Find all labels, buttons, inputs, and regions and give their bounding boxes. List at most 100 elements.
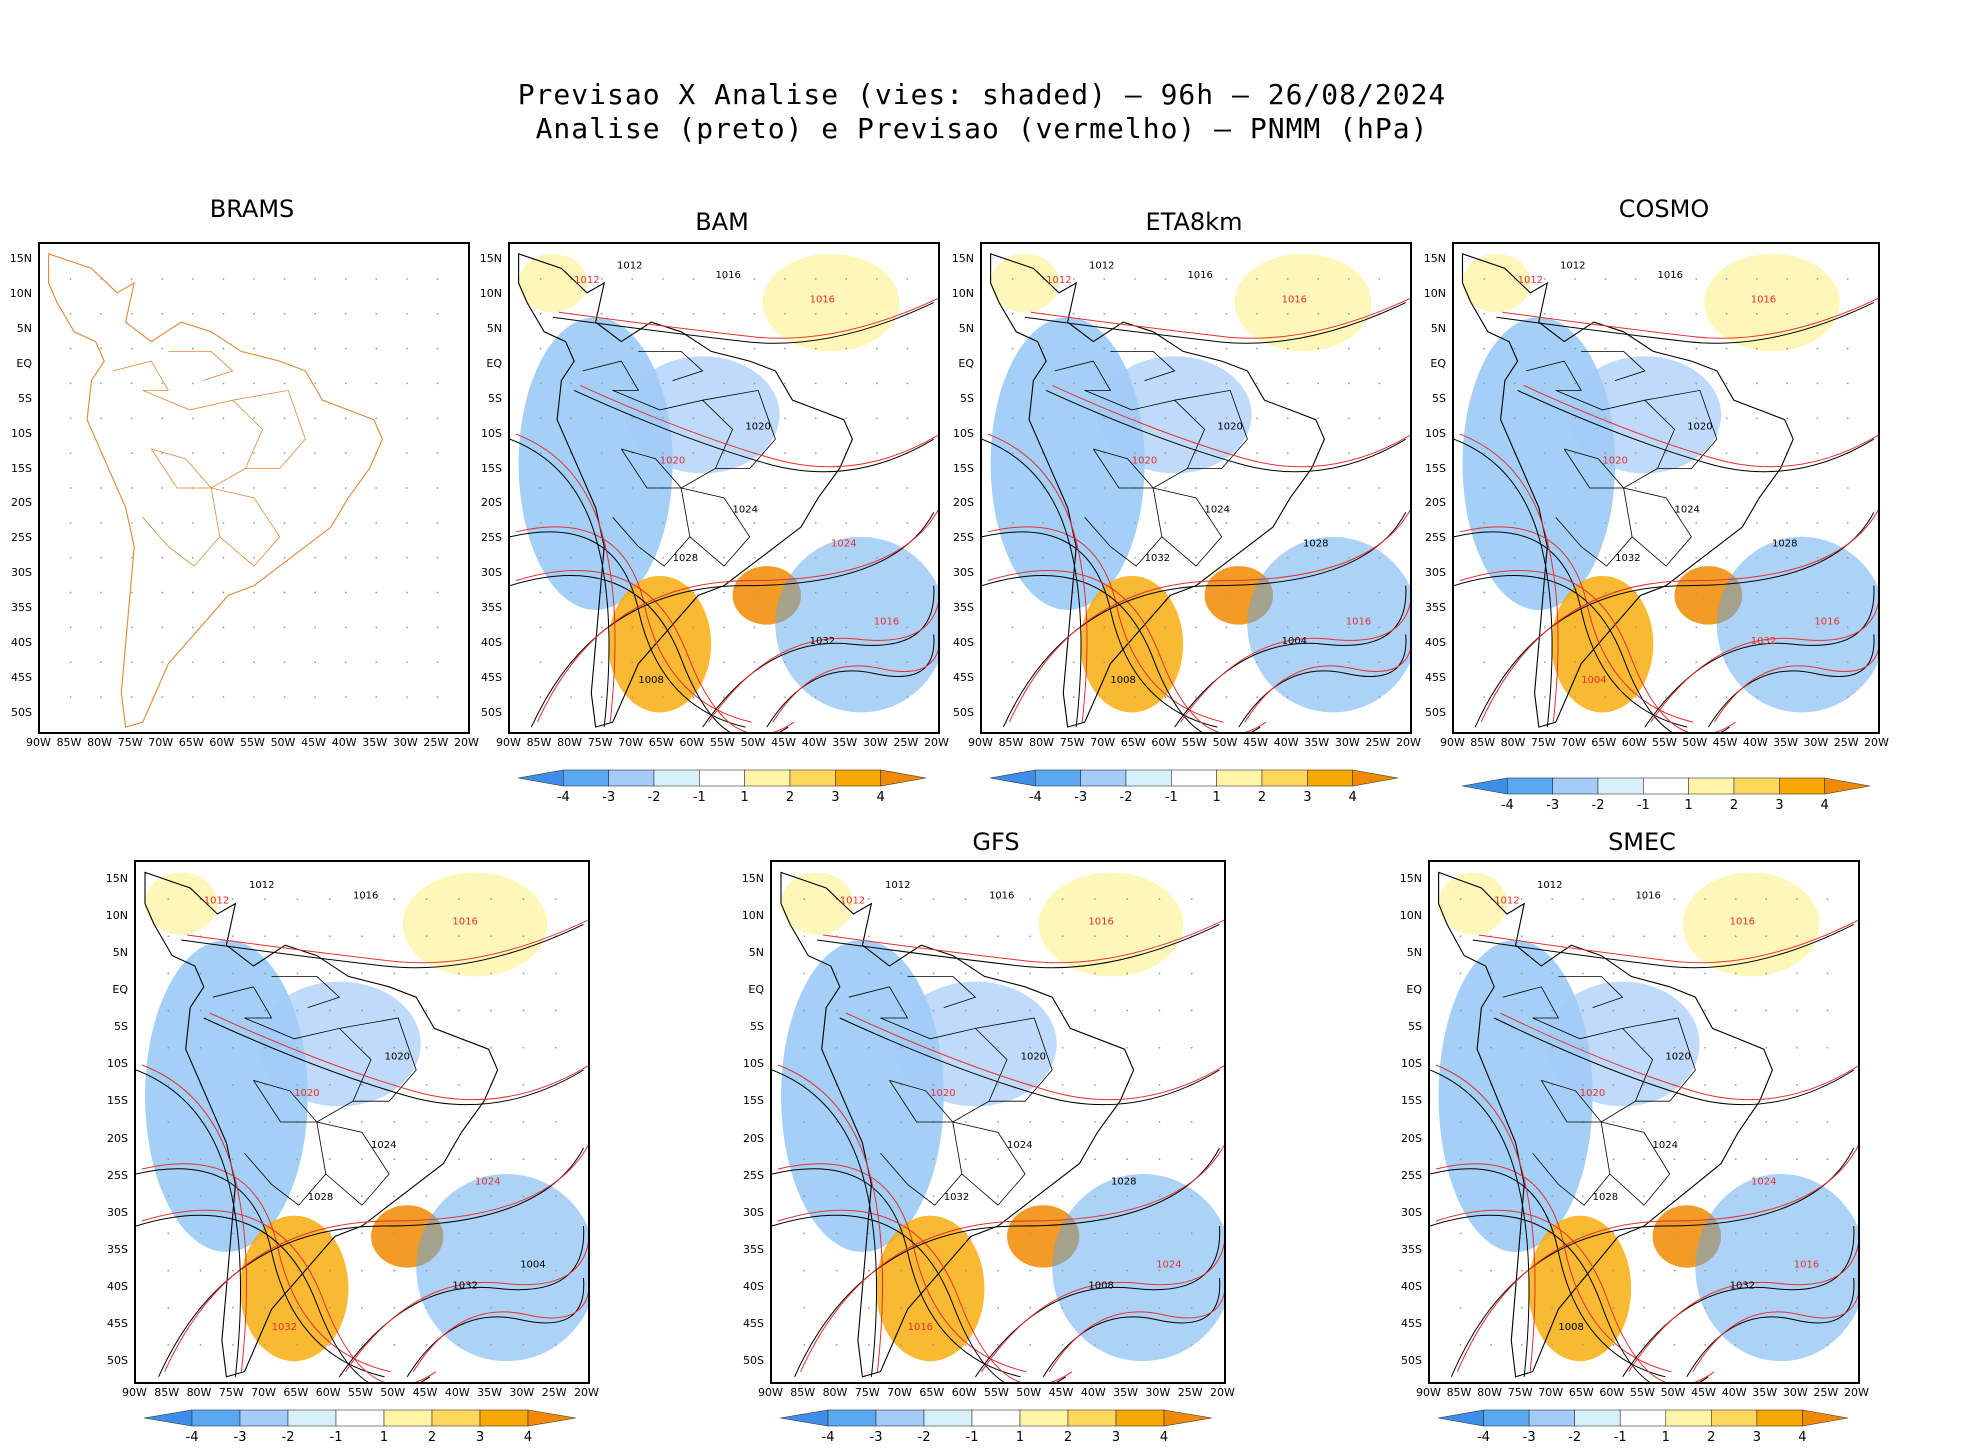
- lon-tick-label: 70W: [1090, 736, 1116, 749]
- isobar-label-forecast: 1016: [874, 617, 899, 628]
- colorbar-swatch: [431, 1409, 481, 1427]
- lat-tick-label: 20S: [953, 496, 974, 510]
- isobar-label-forecast: 1012: [840, 896, 865, 907]
- lon-tick-label: 60W: [1599, 1386, 1625, 1399]
- colorbar-tick-label: -1: [1613, 1430, 1627, 1445]
- colorbar-triangle-high: [1802, 1409, 1848, 1427]
- lon-tick-label: 45W: [1691, 1386, 1717, 1399]
- colorbar-swatch: [1507, 777, 1553, 795]
- colorbar-tick-label: 2: [427, 1430, 437, 1445]
- colorbar-labels: -4 -3 -2 -1 1 2 3 4: [780, 1430, 1212, 1448]
- colorbar-tick-label: -4: [1500, 798, 1514, 813]
- lat-tick-label: 50S: [107, 1354, 128, 1368]
- lat-tick-label: 20S: [11, 496, 32, 510]
- colorbar-swatch: [1665, 1409, 1712, 1427]
- colorbar-triangle-low: [990, 769, 1036, 787]
- lon-tick-label: 50W: [1682, 736, 1708, 749]
- lon-tick-label: 60W: [315, 1386, 341, 1399]
- lon-tick-label: 70W: [251, 1386, 277, 1399]
- colorbar-labels: -4 -3 -2 -1 1 2 3 4: [1438, 1430, 1848, 1448]
- isobar-label-forecast: 1004: [1581, 675, 1606, 686]
- lat-tick-label: 15S: [743, 1094, 764, 1108]
- isobar-analysis: [158, 1147, 584, 1378]
- country-border: [1526, 360, 1582, 391]
- colorbar-swatch: [1125, 769, 1172, 787]
- bias-negative-pacific: [518, 317, 673, 610]
- isobar-label-forecast: 1016: [1282, 295, 1307, 306]
- bias-negative-pacific: [1438, 940, 1593, 1252]
- lat-tick-label: 30S: [1425, 566, 1446, 580]
- bias-negative-pacific: [1462, 317, 1616, 610]
- bias-positive-caribbean: [1438, 872, 1508, 935]
- lat-tick-label: 15N: [479, 252, 502, 266]
- map-brams: [48, 253, 439, 728]
- country-border: [168, 351, 234, 381]
- lon-tick-label: 65W: [178, 736, 204, 749]
- colorbar-swatch: [744, 769, 791, 787]
- lat-tick-label: 10N: [105, 908, 128, 922]
- isobar-forecast: [515, 526, 752, 723]
- isobar-forecast: [823, 919, 1224, 964]
- colorbar-swatch: [563, 769, 609, 787]
- isobar-analysis: [510, 438, 610, 728]
- lat-tick-label: 10S: [11, 426, 32, 440]
- lat-tick-label: 10N: [1423, 287, 1446, 301]
- isobar-analysis: [772, 1069, 877, 1377]
- coastline: [780, 871, 1135, 1378]
- lat-tick-label: 50S: [1425, 705, 1446, 719]
- lon-tick-label: 25W: [1833, 736, 1859, 749]
- colorbar-triangle-high: [527, 1409, 576, 1427]
- isobar-label-analysis: 1024: [733, 504, 758, 515]
- isobar-forecast: [1459, 570, 1736, 732]
- lon-tick-label: 55W: [984, 1386, 1009, 1399]
- lat-tick-label: 10N: [741, 908, 764, 922]
- panel-title-brams: BRAMS: [209, 195, 295, 223]
- isobar-analysis: [817, 923, 1220, 969]
- colorbar-labels: -4 -3 -2 -1 1 2 3 4: [144, 1430, 576, 1448]
- lat-tick-label: 10S: [1425, 426, 1446, 440]
- lat-tick-label: 15S: [11, 461, 32, 475]
- lon-tick-label: 40W: [1273, 736, 1299, 749]
- lat-tick-label: 20S: [743, 1131, 764, 1145]
- isobar-analysis: [1686, 1277, 1855, 1378]
- lat-tick-label: 30S: [953, 566, 974, 580]
- colorbar-swatch: [971, 1409, 1021, 1427]
- grid-dots: [1459, 898, 1829, 1346]
- lon-tick-label: 40W: [1742, 736, 1768, 749]
- lat-tick-label: 5N: [112, 945, 128, 959]
- colorbar-tick-label: 3: [1303, 790, 1312, 805]
- isobar-forecast: [187, 919, 588, 964]
- lon-tick-label: 90W: [1440, 736, 1465, 749]
- colorbar-swatch: [1019, 1409, 1069, 1427]
- colorbar-tick-label: 1: [1015, 1430, 1025, 1445]
- colorbar-swatch: [923, 1409, 973, 1427]
- lat-tick-label: 10N: [479, 287, 502, 301]
- bias-negative-amazon: [1545, 981, 1700, 1107]
- lon-tick-label: 45W: [301, 736, 327, 749]
- lon-tick-label: 30W: [862, 736, 888, 749]
- colorbar-swatch: [383, 1409, 433, 1427]
- colorbar-tick-label: -3: [1546, 798, 1560, 813]
- lat-tick-label: 25S: [107, 1168, 128, 1182]
- isobar-forecast: [1456, 1145, 1858, 1372]
- lat-tick-label: 40S: [11, 635, 32, 649]
- colorbar-triangle-low: [780, 1409, 829, 1427]
- isobar-analysis: [772, 1168, 1021, 1378]
- bias-negative-pacific: [990, 317, 1145, 610]
- isobar-label-analysis: 1016: [1658, 270, 1683, 281]
- latitude-axis: 15N 10N 5N EQ 5S 10S 15S 20S 25S 30S 35S 40S 45S 50S: [946, 242, 976, 730]
- country-border: [1084, 390, 1206, 489]
- isobar-forecast: [800, 1144, 1224, 1373]
- isobar-label-analysis: 1028: [1772, 539, 1797, 550]
- colorbar-swatch: [287, 1409, 337, 1427]
- lon-tick-label: 25W: [423, 736, 449, 749]
- isobar-label-analysis: 1004: [1282, 636, 1307, 647]
- bias-negative-atlantic: [1052, 1174, 1224, 1362]
- lat-tick-label: 10S: [743, 1057, 764, 1071]
- isobar-label-analysis: 1012: [617, 260, 642, 271]
- isobar-forecast: [1459, 526, 1694, 723]
- colorbar-tick-label: -4: [1477, 1430, 1491, 1445]
- isobar-label-forecast: 1016: [1794, 1260, 1819, 1271]
- isobar-forecast: [1628, 1243, 1858, 1373]
- lat-tick-label: 50S: [743, 1354, 764, 1368]
